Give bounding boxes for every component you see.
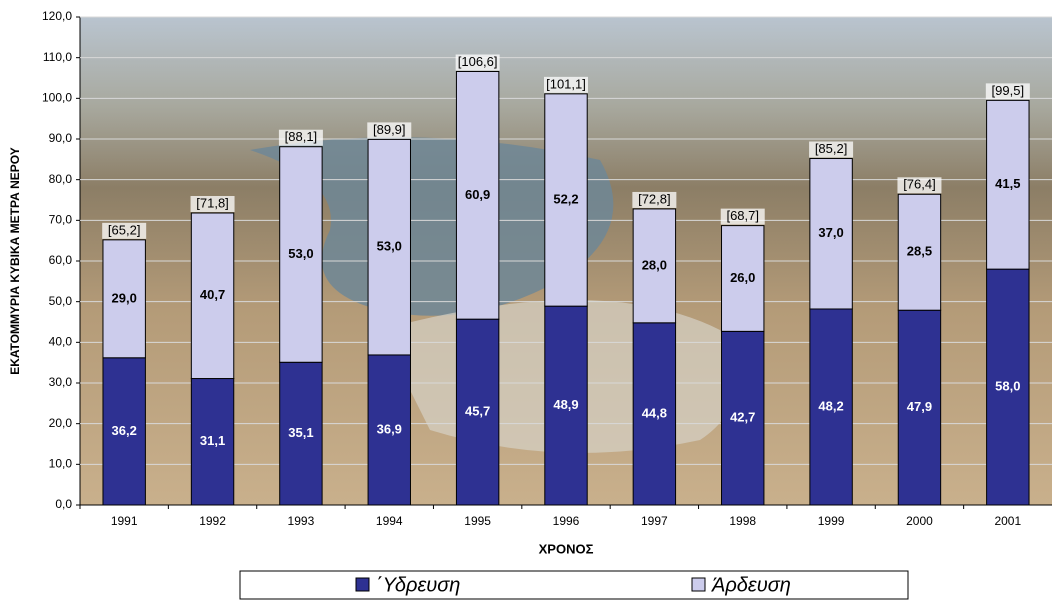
total-label: [101,1]: [546, 76, 586, 91]
value-label: 41,5: [995, 176, 1020, 191]
bar-segment: [544, 93, 588, 307]
x-tick-label: 1997: [641, 514, 668, 528]
total-label-bg: [809, 141, 854, 158]
bar-segment: [721, 225, 765, 332]
value-label: 29,0: [112, 290, 137, 305]
value-label: 60,9: [465, 187, 490, 202]
value-label: 48,2: [818, 398, 843, 413]
total-label: [72,8]: [638, 191, 671, 206]
value-label: 52,2: [553, 191, 578, 206]
y-tick-label: 100,0: [42, 91, 72, 105]
total-label-bg: [102, 222, 147, 239]
total-label-bg: [455, 54, 500, 71]
value-label: 42,7: [730, 410, 755, 425]
y-tick-label: 90,0: [49, 131, 73, 145]
x-axis-title: ΧΡΟΝΟΣ: [539, 541, 594, 556]
y-tick-label: 30,0: [49, 375, 73, 389]
bar-segment: [986, 99, 1030, 270]
value-label: 36,2: [112, 423, 137, 438]
total-label: [99,5]: [992, 83, 1025, 98]
x-tick-label: 2000: [906, 514, 933, 528]
value-label: 47,9: [907, 399, 932, 414]
value-label: 48,9: [553, 397, 578, 412]
total-label: [89,9]: [373, 122, 406, 137]
y-tick-label: 120,0: [42, 9, 72, 23]
value-label: 28,5: [907, 244, 932, 259]
bar-segment: [809, 308, 853, 506]
legend-swatch: [691, 577, 706, 592]
value-label: 36,9: [377, 421, 402, 436]
y-tick-label: 50,0: [49, 294, 73, 308]
total-label: [85,2]: [815, 141, 848, 156]
legend-swatch: [355, 577, 370, 592]
total-label-bg: [544, 76, 588, 93]
bar-segment: [102, 239, 146, 359]
value-label: 44,8: [642, 405, 667, 420]
total-label: [65,2]: [108, 222, 141, 237]
bar-segment: [809, 158, 853, 310]
y-tick-label: 10,0: [49, 457, 73, 471]
x-tick-label: 1996: [553, 514, 580, 528]
value-label: 40,7: [200, 287, 225, 302]
bar-segment: [632, 322, 677, 506]
x-tick-label: 1991: [111, 514, 138, 528]
y-axis-title: ΕΚΑΤΟΜΜΥΡΙΑ ΚΥΒΙΚΑ ΜΕΤΡΑ ΝΕΡΟΥ: [8, 147, 22, 375]
total-label-bg: [985, 83, 1030, 100]
x-tick-label: 1993: [288, 514, 315, 528]
y-tick-label: 40,0: [49, 335, 73, 349]
x-tick-label: 1994: [376, 514, 403, 528]
bar-segment: [986, 268, 1030, 506]
bar-segment: [721, 330, 765, 506]
lake: [250, 137, 614, 316]
total-label: [88,1]: [285, 129, 318, 144]
bar-segment: [897, 309, 942, 506]
bar-segment: [190, 212, 235, 380]
bar-segment: [367, 354, 411, 506]
bar-segment: [279, 361, 323, 506]
x-tick-label: 2001: [994, 514, 1021, 528]
value-label: 58,0: [995, 379, 1020, 394]
value-label: 26,0: [730, 270, 755, 285]
total-label-bg: [897, 177, 942, 194]
bar-segment: [367, 138, 411, 356]
bar-segment: [190, 378, 235, 506]
value-label: 53,0: [377, 239, 402, 254]
y-tick-label: 0,0: [55, 497, 72, 511]
y-tick-label: 80,0: [49, 172, 73, 186]
bar-segment: [102, 357, 146, 506]
value-label: 53,0: [288, 246, 313, 261]
total-label-bg: [720, 208, 765, 225]
value-label: 28,0: [642, 257, 667, 272]
value-label: 37,0: [818, 225, 843, 240]
total-label-bg: [278, 129, 323, 146]
total-label-bg: [632, 191, 677, 208]
bar-segment: [455, 70, 500, 320]
x-tick-label: 1999: [818, 514, 845, 528]
total-label: [106,6]: [458, 54, 498, 69]
y-tick-label: 20,0: [49, 416, 73, 430]
total-label-bg: [367, 122, 412, 139]
y-tick-label: 70,0: [49, 213, 73, 227]
x-tick-label: 1998: [729, 514, 756, 528]
total-label: [68,7]: [726, 208, 759, 223]
legend-label: ΄Υδρευση: [376, 574, 460, 596]
value-label: 45,7: [465, 404, 490, 419]
x-tick-label: 1995: [464, 514, 491, 528]
total-label: [76,4]: [903, 177, 936, 192]
legend-label: Άρδευση: [711, 574, 791, 596]
total-label-bg: [190, 196, 235, 213]
x-tick-label: 1992: [199, 514, 226, 528]
legend: [239, 570, 909, 600]
value-label: 31,1: [200, 433, 225, 448]
y-tick-label: 110,0: [43, 50, 72, 64]
bar-segment: [279, 146, 323, 363]
value-label: 35,1: [288, 425, 313, 440]
bar-segment: [632, 208, 677, 324]
total-label: [71,8]: [196, 195, 229, 210]
y-tick-label: 60,0: [49, 253, 73, 267]
bar-segment: [897, 193, 942, 311]
